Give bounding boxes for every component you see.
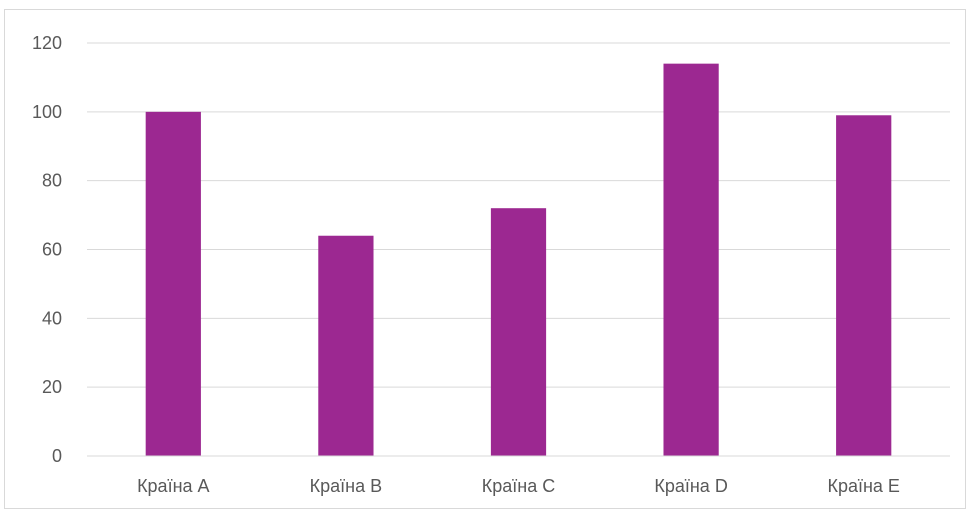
y-tick-label: 0 [52,446,62,466]
x-tick-label: Країна D [654,476,727,496]
y-tick-label: 60 [42,240,62,260]
bar-2 [318,235,374,456]
x-tick-label: Країна E [827,476,899,496]
bar-4 [663,63,719,457]
x-tick-label: Країна B [310,476,382,496]
y-tick-label: 80 [42,171,62,191]
x-tick-label: Країна A [137,476,209,496]
x-axis-tick-labels: Країна A Країна B Країна C Країна D Країна E [137,476,900,496]
y-tick-label: 20 [42,377,62,397]
bar-5 [836,115,892,457]
bar-1 [145,111,201,456]
y-tick-label: 40 [42,308,62,328]
bar-3 [490,208,547,456]
bars [87,63,950,457]
y-tick-label: 120 [32,33,62,53]
y-tick-label: 100 [32,102,62,122]
x-tick-label: Країна C [482,476,555,496]
y-axis-tick-labels: 0 20 40 60 80 100 120 [32,33,62,466]
